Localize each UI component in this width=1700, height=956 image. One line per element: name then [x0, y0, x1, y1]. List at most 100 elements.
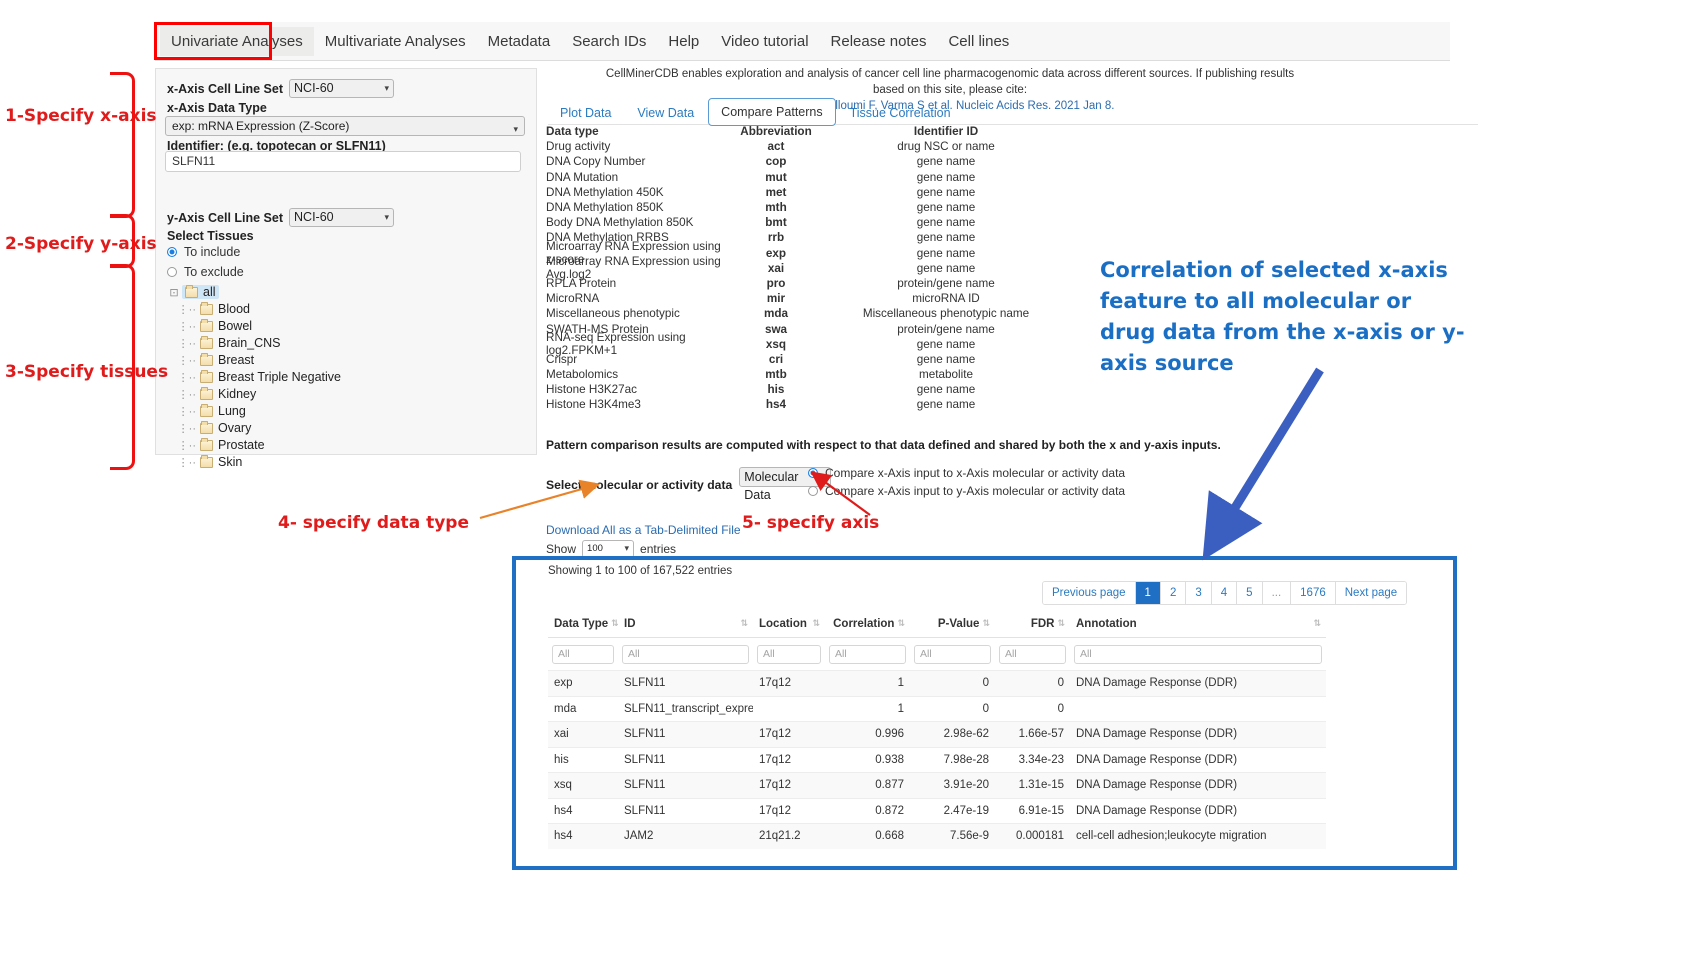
legend-row: DNA Methylation 450K met gene name [546, 185, 1106, 200]
pattern-comparison-note: Pattern comparison results are computed … [546, 438, 1221, 452]
pagination-1676[interactable]: 1676 [1291, 582, 1336, 604]
legend-cell-abbreviation: his [767, 383, 785, 397]
folder-icon [200, 369, 213, 383]
col-header-id[interactable]: ID ⇅ [624, 617, 748, 630]
filter-correlation[interactable]: All [829, 644, 906, 664]
results-table: Data Type ⇅ ID ⇅ Location ⇅ Correlation ⇅ P-… [548, 610, 1326, 849]
download-tab-delimited-link[interactable]: Download All as a Tab-Delimited File [546, 523, 741, 537]
cell-data-type: exp [554, 677, 573, 690]
subtab-tissue-correlation[interactable]: Tissue Correlation [849, 106, 951, 120]
legend-cell-data-type: Metabolomics [546, 368, 619, 382]
tab-help[interactable]: Help [668, 32, 700, 50]
col-header-pvalue[interactable]: P-Value ⇅ [937, 617, 990, 630]
pagination-1[interactable]: 1 [1135, 582, 1161, 604]
filter-fdr[interactable]: All [999, 644, 1066, 664]
compare-axis-radio-group: Compare x-Axis input to x-Axis molecular… [808, 466, 1125, 502]
filter-location[interactable]: All [757, 644, 821, 664]
legend-cell-data-type: SWATH-MS Protein [546, 322, 649, 336]
annotation-bracket-3 [110, 264, 135, 470]
tab-univariate-analyses[interactable]: Univariate Analyses [160, 26, 314, 56]
table-row[interactable]: hs4 JAM2 21q21.2 0.668 7.56e-9 0.000181 cell-c… [548, 823, 1326, 849]
tree-expand-icon[interactable]: ⊡ [169, 286, 179, 299]
col-header-data-type[interactable]: Data Type ⇅ [554, 617, 618, 630]
tree-node-prostate[interactable]: ⋮·· Prostate [166, 437, 341, 452]
tree-node-skin[interactable]: ⋮·· Skin [166, 454, 341, 469]
cell-pvalue: 7.98e-28 [943, 753, 989, 766]
x-axis-data-type-select[interactable]: exp: mRNA Expression (Z-Score) ▾ [165, 116, 525, 136]
citation-link[interactable]: Luna A, Elloumi F, Varma S et al. Nuclei… [785, 100, 1115, 112]
radio-to-exclude[interactable]: To exclude [167, 265, 244, 279]
table-row[interactable]: hs4 SLFN11 17q12 0.872 2.47e-19 6.91e-15 DNA D… [548, 797, 1326, 824]
pagination-2[interactable]: 2 [1160, 582, 1187, 604]
radio-to-include[interactable]: To include [167, 245, 244, 259]
legend-cell-abbreviation: rrb [767, 231, 785, 245]
col-header-location[interactable]: Location ⇅ [759, 617, 820, 630]
identifier-input[interactable]: SLFN11 [165, 151, 521, 172]
table-row[interactable]: his SLFN11 17q12 0.938 7.98e-28 3.34e-23 DNA D… [548, 746, 1326, 773]
pagination-5[interactable]: 5 [1237, 582, 1263, 604]
cell-pvalue: 3.91e-20 [943, 779, 989, 792]
filter-data-type[interactable]: All [552, 644, 614, 664]
legend-header-identifier-id: Identifier ID [913, 125, 979, 139]
tab-multivariate-analyses[interactable]: Multivariate Analyses [324, 32, 466, 50]
x-axis-cell-line-set-label: x-Axis Cell Line Set [167, 81, 284, 96]
tab-release-notes[interactable]: Release notes [830, 32, 927, 50]
folder-icon [200, 403, 213, 417]
tree-node-ovary[interactable]: ⋮·· Ovary [166, 420, 341, 435]
radio-compare-x-to-y[interactable]: Compare x-Axis input to y-Axis molecular… [808, 484, 1125, 498]
table-row[interactable]: xsq SLFN11 17q12 0.877 3.91e-20 1.31e-15 DNA D… [548, 772, 1326, 798]
table-row[interactable]: exp SLFN11 17q12 1 0 0 DNA Damage Response (DD… [548, 670, 1326, 696]
tree-node-blood[interactable]: ⋮·· Blood [166, 301, 341, 316]
y-axis-cell-line-set-select[interactable]: NCI-60 ▾ [289, 208, 395, 227]
tab-video-tutorial[interactable]: Video tutorial [721, 32, 809, 50]
tree-node-label: Lung [218, 404, 246, 418]
tree-node-breast[interactable]: ⋮·· Breast [166, 352, 341, 367]
subtab-plot-data[interactable]: Plot Data [560, 106, 612, 120]
legend-cell-identifier-id: gene name [916, 337, 976, 351]
filter-id[interactable]: All [622, 644, 749, 664]
radio-compare-x-to-x-label: Compare x-Axis input to x-Axis molecular… [825, 466, 1126, 480]
tab-search-ids[interactable]: Search IDs [572, 32, 647, 50]
tree-node-kidney[interactable]: ⋮·· Kidney [166, 386, 341, 401]
cell-fdr: 1.31e-15 [1018, 779, 1064, 792]
tree-node-bowel[interactable]: ⋮·· Bowel [166, 318, 341, 333]
col-header-annotation[interactable]: Annotation ⇅ [1076, 617, 1321, 630]
filter-pvalue[interactable]: All [914, 644, 991, 664]
pagination-next-page[interactable]: Next page [1335, 582, 1407, 604]
tree-node-lung[interactable]: ⋮·· Lung [166, 403, 341, 418]
tab-metadata[interactable]: Metadata [487, 32, 551, 50]
tree-node-brain-cns[interactable]: ⋮·· Brain_CNS [166, 335, 341, 350]
pagination-previous-page[interactable]: Previous page [1043, 582, 1136, 604]
x-axis-data-type-label-text: x-Axis Data Type [167, 101, 267, 115]
legend-cell-data-type: DNA Mutation [546, 170, 619, 184]
subtab-view-data[interactable]: View Data [637, 106, 695, 120]
table-row[interactable]: xai SLFN11 17q12 0.996 2.98e-62 1.66e-57 DNA D… [548, 721, 1326, 747]
cell-location: 21q21.2 [759, 830, 801, 843]
cell-location: 17q12 [759, 728, 791, 741]
tree-node-breast-triple-negative[interactable]: ⋮·· Breast Triple Negative [166, 369, 341, 384]
col-header-fdr[interactable]: FDR ⇅ [1030, 617, 1065, 630]
legend-cell-data-type: Body DNA Methylation 850K [546, 216, 694, 230]
legend-cell-data-type: Microarray RNA Expression using z-score [546, 240, 721, 267]
legend-cell-identifier-id: gene name [916, 185, 976, 199]
radio-compare-x-to-x[interactable]: Compare x-Axis input to x-Axis molecular… [808, 466, 1125, 480]
sort-icon: ⇅ [812, 618, 819, 628]
legend-cell-identifier-id: gene name [916, 231, 976, 245]
subtab-compare-patterns[interactable]: Compare Patterns [708, 98, 836, 126]
legend-cell-abbreviation: hs4 [765, 398, 787, 412]
x-axis-cell-line-set-select[interactable]: NCI-60 ▾ [289, 79, 395, 98]
tree-node-all[interactable]: ⊡ all [166, 284, 341, 299]
filter-annotation[interactable]: All [1074, 644, 1322, 664]
legend-cell-identifier-id: Miscellaneous phenotypic name [862, 307, 1030, 321]
legend-cell-abbreviation: exp [765, 246, 787, 260]
table-row[interactable]: mda SLFN11_transcript_expression 1 0 0 [548, 695, 1326, 722]
cell-id: SLFN11 [624, 677, 666, 690]
legend-cell-identifier-id: protein/gene name [897, 276, 995, 290]
legend-cell-abbreviation: xsq [765, 337, 787, 351]
pagination-4[interactable]: 4 [1211, 582, 1238, 604]
legend-cell-abbreviation: mda [763, 307, 789, 321]
pagination-3[interactable]: 3 [1186, 582, 1212, 604]
tab-cell-lines[interactable]: Cell lines [948, 32, 1010, 50]
col-header-correlation[interactable]: Correlation ⇅ [833, 617, 905, 630]
select-molecular-data-row: Select molecular or activity data Molecu… [546, 467, 832, 502]
